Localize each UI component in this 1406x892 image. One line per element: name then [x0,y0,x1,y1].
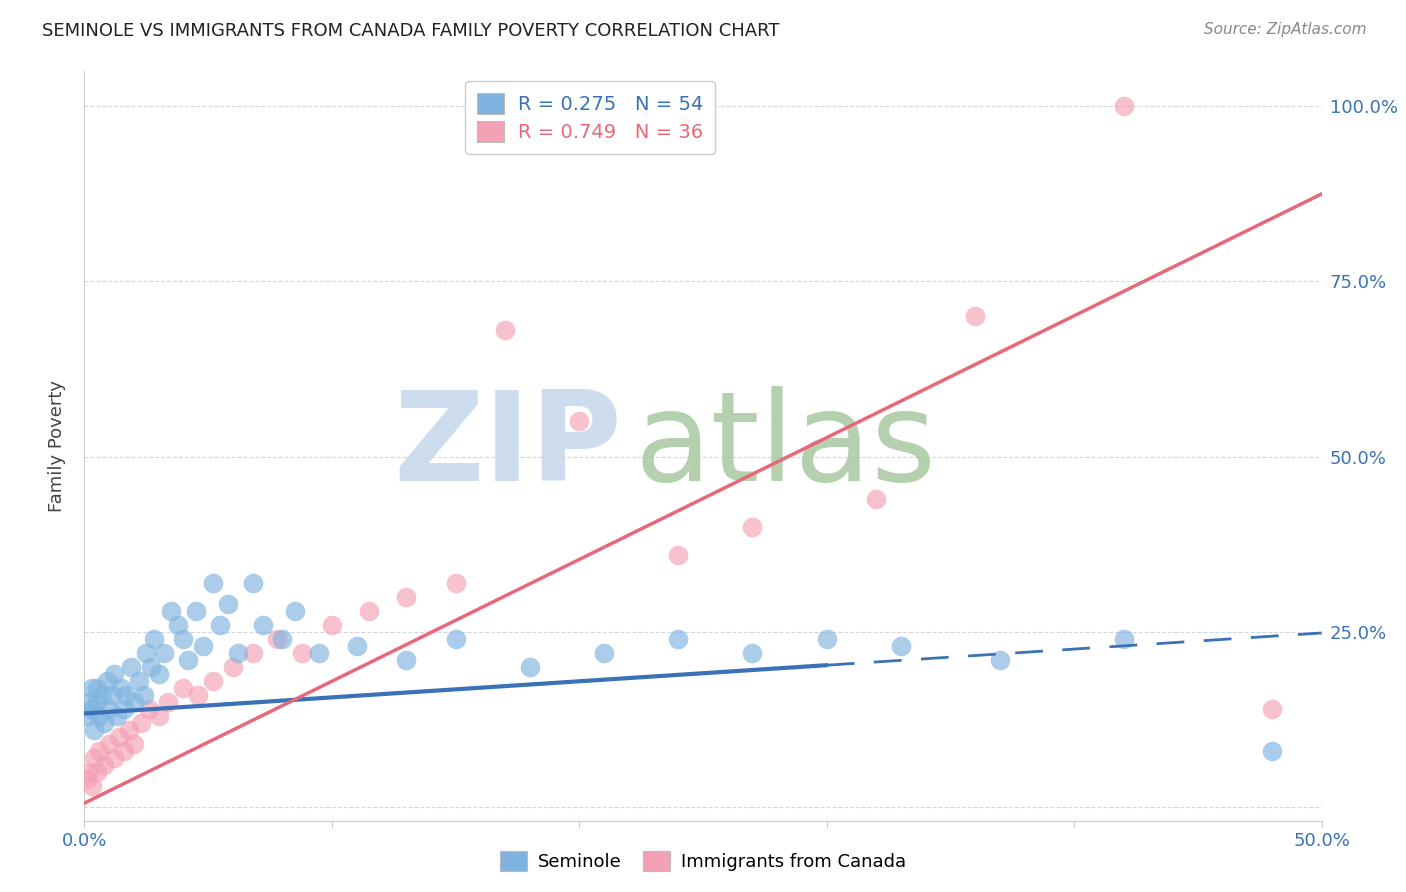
Point [172,632,194,646]
Point [741,646,763,660]
Point [519,659,541,673]
Point [152,646,174,660]
Point [202,575,225,590]
Point [112,701,135,715]
Point [86,681,108,695]
Point [209,617,232,632]
Point [105,708,128,723]
Point [135,646,157,660]
Point [242,575,264,590]
Point [115,688,138,702]
Point [666,632,689,646]
Point [357,603,380,617]
Y-axis label: Family Poverty: Family Poverty [48,380,66,512]
Point [80,779,103,793]
Text: atlas: atlas [636,385,936,507]
Point [308,646,330,660]
Point [80,681,103,695]
Point [184,603,207,617]
Point [90,688,112,702]
Point [79,764,101,779]
Text: ZIP: ZIP [394,385,623,507]
Point [593,646,616,660]
Point [252,617,274,632]
Point [1261,743,1284,757]
Point [98,701,121,715]
Point [890,639,912,653]
Point [86,695,108,709]
Point [815,632,838,646]
Point [202,673,225,688]
Point [110,681,132,695]
Point [965,310,987,324]
Text: SEMINOLE VS IMMIGRANTS FROM CANADA FAMILY POVERTY CORRELATION CHART: SEMINOLE VS IMMIGRANTS FROM CANADA FAMIL… [42,22,780,40]
Point [741,519,763,533]
Point [291,646,314,660]
Point [142,632,165,646]
Point [187,688,209,702]
Point [83,723,105,737]
Point [444,575,467,590]
Point [100,688,122,702]
Point [148,666,170,681]
Point [132,688,155,702]
Point [141,659,163,673]
Point [271,632,294,646]
Point [222,659,245,673]
Point [177,652,200,666]
Point [93,715,115,730]
Point [191,639,214,653]
Point [112,743,135,757]
Point [129,715,152,730]
Point [172,681,194,695]
Point [76,772,98,786]
Point [1261,701,1284,715]
Point [76,708,98,723]
Point [284,603,307,617]
Point [988,652,1011,666]
Text: Source: ZipAtlas.com: Source: ZipAtlas.com [1204,22,1367,37]
Point [122,695,145,709]
Point [568,415,591,429]
Point [1112,632,1135,646]
Point [395,590,418,604]
Legend: Seminole, Immigrants from Canada: Seminole, Immigrants from Canada [492,844,914,879]
Point [120,659,142,673]
Point [138,701,160,715]
Point [86,764,108,779]
Point [167,617,190,632]
Point [266,632,288,646]
Point [160,603,183,617]
Point [865,491,887,506]
Point [1112,99,1135,113]
Point [395,652,418,666]
Point [108,730,131,744]
Point [98,737,121,751]
Point [444,632,467,646]
Point [242,646,264,660]
Point [103,750,125,764]
Point [83,750,105,764]
Point [80,701,103,715]
Point [93,757,115,772]
Point [226,646,249,660]
Point [118,723,141,737]
Point [494,323,516,337]
Point [79,695,101,709]
Point [217,597,239,611]
Point [128,673,150,688]
Point [89,743,111,757]
Point [103,666,125,681]
Legend: R = 0.275   N = 54, R = 0.749   N = 36: R = 0.275 N = 54, R = 0.749 N = 36 [465,81,714,153]
Point [666,548,689,562]
Point [321,617,343,632]
Point [122,737,145,751]
Point [346,639,368,653]
Point [96,673,118,688]
Point [148,708,170,723]
Point [157,695,180,709]
Point [89,708,111,723]
